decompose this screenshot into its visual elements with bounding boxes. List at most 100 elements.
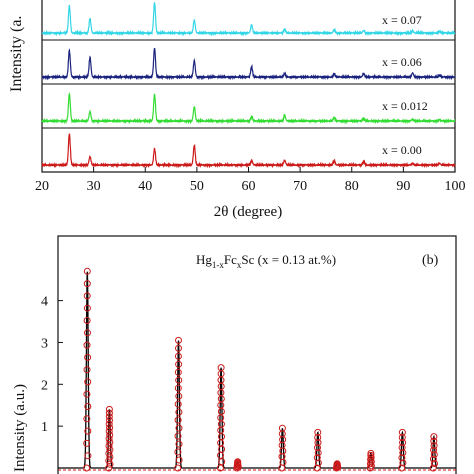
panel-b-frame	[57, 235, 457, 474]
panel-b-observed-point-52	[218, 458, 226, 466]
annot-sub-x: x	[237, 260, 242, 270]
panel-b-observed-point-112	[398, 444, 406, 452]
panel-b-observed-point-110	[398, 454, 406, 462]
panel-b-observed-point-49	[175, 344, 182, 352]
panel-a-series-line-2	[41, 92, 456, 125]
panel-b-observed-point-41	[175, 408, 183, 416]
panel-b-observed-point-24	[106, 438, 114, 446]
panel-b-observed-point-32	[105, 409, 113, 417]
panel-b-observed-point-45	[175, 376, 183, 384]
panel-b-y-tick-label-1: 2	[41, 378, 48, 393]
panel-b-observed-point-36	[174, 448, 182, 456]
panel-b-observed-point-111	[399, 449, 407, 457]
panel-b-y-tick-label-0: 1	[41, 420, 48, 435]
panel-b-observed-point-16	[83, 267, 91, 275]
panel-b-observed-point-3	[84, 427, 92, 435]
panel-b-observed-point-9	[84, 353, 92, 361]
panel-b-observed-point-67	[217, 364, 225, 372]
panel-b-observed-point-39	[175, 424, 183, 432]
panel-b-observed-point-30	[106, 416, 113, 424]
panel-b-calculated-line	[58, 271, 456, 469]
panel-a-series-line-0	[41, 1, 456, 37]
panel-b-observed-point-28	[106, 424, 114, 432]
panel-a-x-tick-label-4: 60	[242, 179, 256, 194]
panel-b-observed-point-117	[431, 460, 438, 467]
panel-a-x-tick-label-7: 90	[396, 179, 410, 194]
panel-b-observed-point-113	[399, 439, 407, 447]
panel-b-observed-point-118	[429, 455, 437, 463]
panel-b-observed-point-88	[314, 444, 321, 452]
panel-b-observed-point-108	[398, 464, 406, 472]
panel-b-observed-point-37	[175, 440, 183, 448]
panel-b-observed-point-86	[313, 454, 321, 462]
panel-b-observed-point-83	[278, 424, 286, 432]
annot-fc: Fc	[224, 252, 237, 267]
panel-a-series-label-1: x = 0.06	[382, 55, 422, 69]
annot-tail: Sc (x = 0.13 at.%)	[241, 252, 336, 267]
panel-a-x-tick-label-6: 80	[345, 179, 359, 194]
panel-b-observed-point-75	[234, 458, 242, 466]
panel-b-observed-point-114	[398, 434, 406, 441]
panel-b-observed-point-7	[84, 378, 92, 386]
panel-b-observed-point-119	[430, 451, 438, 458]
panel-b-label: (b)	[422, 253, 439, 268]
panel-a-series-line-1	[41, 47, 456, 81]
panel-b-observed-point-43	[175, 392, 183, 400]
panel-b-observed-point-59	[217, 414, 225, 422]
panel-b-observed-point-84	[313, 464, 321, 472]
panel-a-x-tick-label-1: 30	[87, 179, 101, 194]
annot-hg: Hg	[196, 252, 212, 267]
panel-a-x-tick-label-8: 100	[445, 179, 466, 194]
panel-b-observed-point-22	[106, 446, 114, 454]
panel-b-observed-point-44	[174, 384, 182, 392]
panel-b-observed-point-2	[83, 439, 91, 447]
panel-a-y-axis-label: Intensity (a.	[8, 16, 25, 92]
panel-b-observed-point-116	[429, 464, 437, 472]
panel-b-observed-point-87	[314, 449, 322, 457]
panel-b-observed-point-107	[367, 449, 375, 457]
panel-b-observed-point-120	[430, 446, 438, 454]
annot-sub-1x: 1-x	[212, 260, 224, 270]
panel-b-observed-point-115	[398, 428, 406, 436]
panel-b-observed-point-13	[83, 304, 91, 312]
panel-b-observed-point-26	[106, 431, 114, 439]
panel-b-observed-point-14	[83, 292, 91, 300]
panel-b-observed-point-6	[83, 390, 91, 398]
panel-a-x-axis-label: 2θ (degree)	[214, 204, 282, 220]
panel-b-observed-point-85	[314, 459, 322, 467]
panel-a-x-tick-label-0: 20	[35, 179, 49, 194]
panel-a: x = 0.07 x = 0.06 x = 0.012 x = 0.00 20 30 40…	[8, 0, 466, 220]
panel-b-observed-point-38	[174, 432, 182, 440]
panel-b-observed-point-18	[106, 460, 114, 468]
panel-b-y-tick-label-3: 4	[41, 295, 48, 310]
panel-b-observed-point-90	[314, 434, 322, 441]
panel-a-series-label-0: x = 0.07	[382, 13, 422, 27]
panel-a-x-tick-label-2: 40	[138, 179, 152, 194]
panel-b-observed-point-23	[105, 442, 113, 450]
panel-b-observed-point-40	[174, 416, 182, 424]
panel-b-observed-point-121	[430, 442, 438, 450]
panel-b-observed-point-99	[333, 460, 341, 468]
panel-b-y-axis-label: Intensity (a.u.)	[12, 384, 28, 472]
panel-b-observed-point-20	[106, 453, 114, 461]
panel-b-observed-point-31	[105, 413, 113, 421]
panel-b-y-tick-label-2: 3	[41, 336, 48, 351]
panel-a-series-line-3	[41, 133, 456, 169]
panel-b-annotation: Hg1-xFcxSc (x = 0.13 at.%)	[196, 252, 336, 270]
panel-b-observed-point-10	[83, 341, 91, 349]
panel-b-observed-point-12	[83, 317, 91, 324]
panel-b-observed-point-46	[174, 368, 182, 376]
panel-b-observed-point-48	[174, 352, 182, 360]
panel-b-observed-point-47	[175, 360, 183, 368]
panel-b-observed-point-5	[84, 403, 92, 410]
panel-a-x-tick-label-3: 50	[190, 179, 204, 194]
panel-b-observed-point-19	[105, 457, 113, 465]
panel-b: 1 2 3 4 Intensity (a.u.) Hg1-xFcxSc (x = 0.…	[12, 235, 457, 474]
panel-b-observed-point-1	[84, 452, 92, 460]
panel-b-observed-point-4	[83, 415, 91, 423]
panel-b-observed-point-21	[105, 449, 113, 457]
panel-b-observed-point-106	[367, 451, 375, 459]
panel-b-observed-point-42	[174, 400, 182, 408]
panel-b-observed-point-25	[105, 435, 113, 443]
